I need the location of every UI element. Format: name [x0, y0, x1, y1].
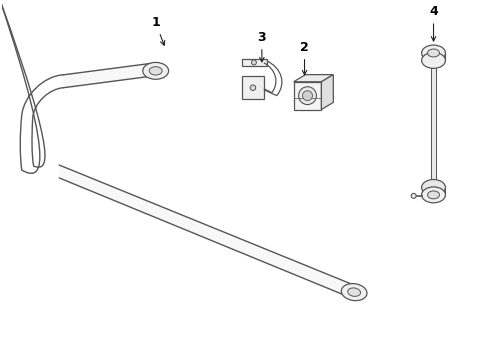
Circle shape — [250, 85, 255, 90]
Circle shape — [410, 193, 415, 198]
Ellipse shape — [149, 67, 162, 75]
Polygon shape — [63, 63, 150, 88]
Polygon shape — [242, 59, 266, 66]
Ellipse shape — [142, 62, 168, 79]
Ellipse shape — [421, 187, 445, 203]
Circle shape — [302, 91, 312, 100]
Text: 4: 4 — [428, 5, 437, 41]
Bar — [430, 60, 435, 189]
Ellipse shape — [427, 49, 439, 57]
Ellipse shape — [347, 288, 360, 296]
Polygon shape — [242, 76, 264, 99]
Ellipse shape — [341, 284, 366, 301]
FancyBboxPatch shape — [293, 82, 321, 109]
Polygon shape — [60, 165, 358, 297]
Ellipse shape — [421, 180, 445, 195]
Text: 2: 2 — [300, 41, 308, 75]
Ellipse shape — [421, 53, 445, 68]
Polygon shape — [293, 75, 333, 82]
Text: 1: 1 — [151, 16, 164, 45]
Circle shape — [298, 87, 316, 105]
Polygon shape — [321, 75, 333, 109]
Ellipse shape — [421, 45, 445, 61]
Ellipse shape — [427, 191, 439, 199]
Circle shape — [251, 60, 256, 65]
Text: 3: 3 — [257, 31, 265, 62]
